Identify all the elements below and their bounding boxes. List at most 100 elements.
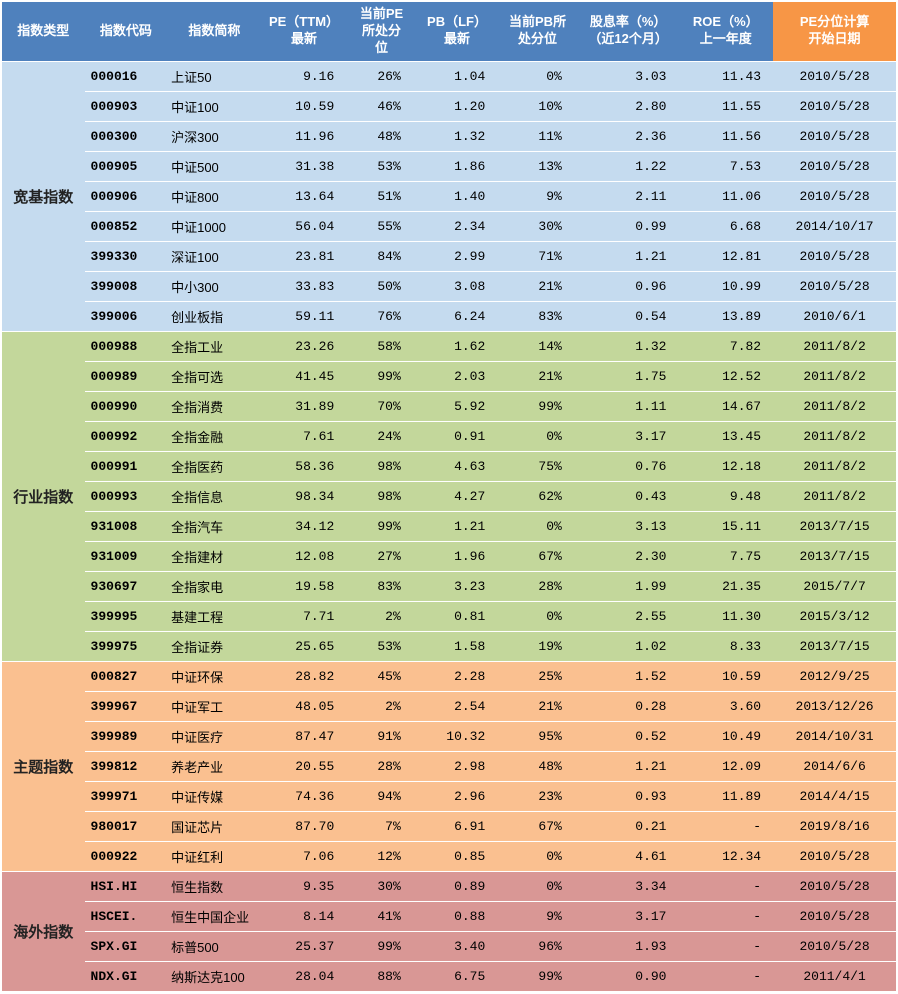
date-cell: 2013/12/26 [773,691,896,721]
date-cell: 2010/5/28 [773,151,896,181]
pe-cell: 23.81 [262,241,347,271]
name-cell: 中证医疗 [167,721,262,751]
roe-cell: 10.49 [678,721,773,751]
category-cell: 海外指数 [2,871,85,991]
date-cell: 2010/5/28 [773,61,896,91]
date-cell: 2019/8/16 [773,811,896,841]
div-cell: 0.90 [578,961,679,991]
pb-cell: 2.99 [417,241,498,271]
div-cell: 2.36 [578,121,679,151]
pb-cell: 2.28 [417,661,498,691]
pb-cell: 0.91 [417,421,498,451]
pb-pct-cell: 99% [497,391,578,421]
div-cell: 1.21 [578,751,679,781]
pe-cell: 9.35 [262,871,347,901]
roe-cell: 13.89 [678,301,773,331]
name-cell: 深证100 [167,241,262,271]
table-row: 宽基指数000016上证509.1626%1.040%3.0311.432010… [2,61,896,91]
pe-pct-cell: 94% [346,781,416,811]
pb-cell: 1.58 [417,631,498,661]
pb-cell: 2.03 [417,361,498,391]
code-cell: NDX.GI [85,961,168,991]
pe-pct-cell: 24% [346,421,416,451]
table-row: 000993全指信息98.3498%4.2762%0.439.482011/8/… [2,481,896,511]
date-cell: 2014/10/17 [773,211,896,241]
roe-cell: 7.53 [678,151,773,181]
div-cell: 0.43 [578,481,679,511]
code-cell: 980017 [85,811,168,841]
pb-cell: 2.34 [417,211,498,241]
category-cell: 宽基指数 [2,61,85,331]
div-cell: 4.61 [578,841,679,871]
col-code: 指数代码 [85,2,168,61]
code-cell: 399989 [85,721,168,751]
pe-cell: 87.47 [262,721,347,751]
pe-cell: 8.14 [262,901,347,931]
code-cell: 931008 [85,511,168,541]
pe-pct-cell: 46% [346,91,416,121]
name-cell: 养老产业 [167,751,262,781]
pe-cell: 41.45 [262,361,347,391]
pb-pct-cell: 19% [497,631,578,661]
pe-cell: 7.61 [262,421,347,451]
name-cell: 全指工业 [167,331,262,361]
pe-cell: 12.08 [262,541,347,571]
pe-pct-cell: 45% [346,661,416,691]
date-cell: 2010/5/28 [773,121,896,151]
roe-cell: - [678,811,773,841]
name-cell: 中证1000 [167,211,262,241]
pb-cell: 1.96 [417,541,498,571]
date-cell: 2011/8/2 [773,421,896,451]
roe-cell: 15.11 [678,511,773,541]
code-cell: 000016 [85,61,168,91]
table-header: 指数类型 指数代码 指数简称 PE（TTM）最新 当前PE所处分位 PB（LF）… [2,2,896,61]
pb-cell: 1.32 [417,121,498,151]
code-cell: 399008 [85,271,168,301]
pb-cell: 1.20 [417,91,498,121]
pb-cell: 2.54 [417,691,498,721]
pe-pct-cell: 53% [346,151,416,181]
col-pe-pct: 当前PE所处分位 [346,2,416,61]
name-cell: 中证军工 [167,691,262,721]
div-cell: 2.30 [578,541,679,571]
code-cell: 000852 [85,211,168,241]
div-cell: 0.21 [578,811,679,841]
pb-pct-cell: 48% [497,751,578,781]
name-cell: 标普500 [167,931,262,961]
table-row: 000990全指消费31.8970%5.9299%1.1114.672011/8… [2,391,896,421]
table-row: 399975全指证券25.6553%1.5819%1.028.332013/7/… [2,631,896,661]
pb-pct-cell: 0% [497,601,578,631]
table-row: 000992全指金融7.6124%0.910%3.1713.452011/8/2 [2,421,896,451]
pe-pct-cell: 51% [346,181,416,211]
roe-cell: 11.30 [678,601,773,631]
code-cell: 000922 [85,841,168,871]
date-cell: 2014/6/6 [773,751,896,781]
name-cell: 全指汽车 [167,511,262,541]
date-cell: 2015/7/7 [773,571,896,601]
div-cell: 3.17 [578,421,679,451]
table-row: 000903中证10010.5946%1.2010%2.8011.552010/… [2,91,896,121]
pe-pct-cell: 99% [346,511,416,541]
code-cell: 399971 [85,781,168,811]
pe-cell: 31.38 [262,151,347,181]
table-row: 399995基建工程7.712%0.810%2.5511.302015/3/12 [2,601,896,631]
pb-pct-cell: 67% [497,541,578,571]
date-cell: 2010/6/1 [773,301,896,331]
pb-pct-cell: 71% [497,241,578,271]
pe-cell: 56.04 [262,211,347,241]
date-cell: 2010/5/28 [773,931,896,961]
name-cell: 上证50 [167,61,262,91]
table-row: 000905中证50031.3853%1.8613%1.227.532010/5… [2,151,896,181]
roe-cell: 11.55 [678,91,773,121]
roe-cell: 21.35 [678,571,773,601]
date-cell: 2012/9/25 [773,661,896,691]
name-cell: 全指可选 [167,361,262,391]
pe-cell: 34.12 [262,511,347,541]
roe-cell: 12.81 [678,241,773,271]
pe-pct-cell: 70% [346,391,416,421]
pb-pct-cell: 99% [497,961,578,991]
pb-cell: 6.75 [417,961,498,991]
table-row: 000989全指可选41.4599%2.0321%1.7512.522011/8… [2,361,896,391]
pb-cell: 1.62 [417,331,498,361]
name-cell: 全指信息 [167,481,262,511]
